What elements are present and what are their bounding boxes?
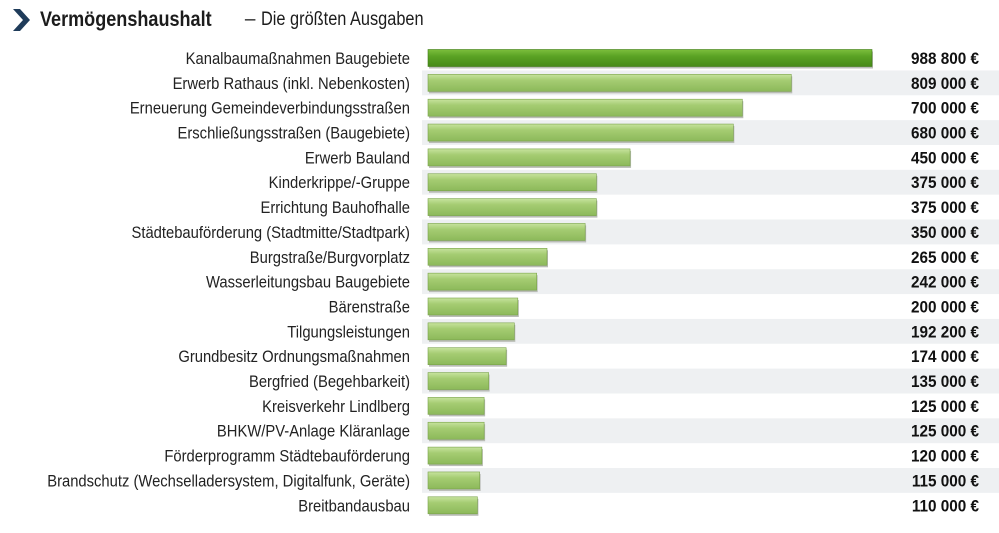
bar — [427, 148, 631, 167]
title-separator: – — [239, 9, 261, 30]
category-label: Wasserleitungsbau Baugebiete — [206, 274, 410, 292]
category-label: Brandschutz (Wechselladersystem, Digital… — [47, 473, 410, 491]
value-label: 242 000 € — [911, 273, 979, 292]
bar — [427, 397, 485, 415]
category-label: Errichtung Bauhofhalle — [260, 199, 410, 217]
value-labels: 988 800 € 809 000 € 700 000 € 680 000 € 450 … — [911, 49, 979, 515]
category-label: Grundbesitz Ordnungsmaßnahmen — [178, 348, 410, 366]
bar — [427, 496, 478, 515]
value-label: 135 000 € — [911, 372, 979, 391]
value-label: 350 000 € — [911, 223, 979, 242]
value-label: 120 000 € — [911, 447, 979, 466]
value-label: 125 000 € — [911, 397, 979, 416]
category-label: Kinderkrippe/-Gruppe — [269, 174, 410, 192]
category-label: Erwerb Bauland — [305, 150, 410, 168]
category-label: Breitbandausbau — [298, 497, 410, 515]
bar — [427, 123, 734, 142]
value-label: 988 800 € — [911, 49, 979, 68]
bar — [427, 471, 480, 490]
value-label: 680 000 € — [911, 124, 979, 143]
category-label: Erwerb Rathaus (inkl. Nebenkosten) — [173, 75, 410, 93]
bar — [427, 372, 489, 390]
value-label: 265 000 € — [911, 248, 979, 267]
bar — [427, 272, 537, 291]
category-label: Kreisverkehr Lindlberg — [262, 398, 410, 416]
value-label: 110 000 € — [912, 497, 979, 516]
bar — [427, 347, 507, 366]
bar — [427, 173, 597, 192]
category-label: BHKW/PV-Anlage Kläranlage — [217, 423, 410, 441]
row-stripe — [422, 418, 999, 444]
bar — [427, 421, 485, 440]
category-label: Burgstraße/Burgvorplatz — [250, 249, 410, 267]
value-label: 200 000 € — [911, 298, 979, 317]
bar — [427, 74, 792, 92]
bar — [427, 223, 586, 241]
bars — [427, 49, 873, 516]
category-label: Tilgungsleistungen — [287, 323, 410, 341]
value-label: 375 000 € — [911, 198, 979, 217]
value-label: 125 000 € — [911, 422, 979, 441]
value-label: 375 000 € — [911, 174, 979, 193]
bar — [427, 49, 873, 67]
bar — [427, 322, 515, 341]
value-label: 450 000 € — [911, 149, 979, 168]
bar — [427, 198, 597, 216]
row-stripe — [422, 368, 999, 394]
category-label: Erschließungsstraßen (Baugebiete) — [178, 125, 410, 143]
chart-header: Vermögenshaushalt – Die größten Ausgaben — [10, 6, 450, 34]
bar — [427, 98, 743, 117]
category-label: Städtebauförderung (Stadtmitte/Stadtpark… — [131, 224, 410, 242]
bar — [427, 446, 483, 465]
category-labels: Kanalbaumaßnahmen Baugebiete Erwerb Ratha… — [47, 50, 410, 515]
category-label: Bärenstraße — [329, 299, 410, 317]
category-label: Bergfried (Begehbarkeit) — [249, 373, 410, 391]
bar — [427, 248, 548, 266]
row-stripe — [422, 318, 999, 344]
bar — [427, 297, 519, 316]
chart-subtitle: Die größten Ausgaben — [260, 9, 424, 30]
category-label: Kanalbaumaßnahmen Baugebiete — [186, 50, 410, 68]
value-label: 115 000 € — [912, 472, 979, 491]
category-label: Förderprogramm Städtebauförderung — [164, 448, 410, 466]
chevron-right-icon — [13, 9, 30, 31]
chart-title: Vermögenshaushalt — [40, 8, 212, 31]
row-stripe — [422, 468, 999, 493]
value-label: 192 200 € — [911, 323, 979, 342]
value-label: 174 000 € — [911, 347, 979, 366]
value-label: 700 000 € — [911, 99, 979, 118]
value-label: 809 000 € — [911, 74, 979, 93]
category-label: Erneuerung Gemeindeverbindungsstraßen — [130, 100, 410, 118]
